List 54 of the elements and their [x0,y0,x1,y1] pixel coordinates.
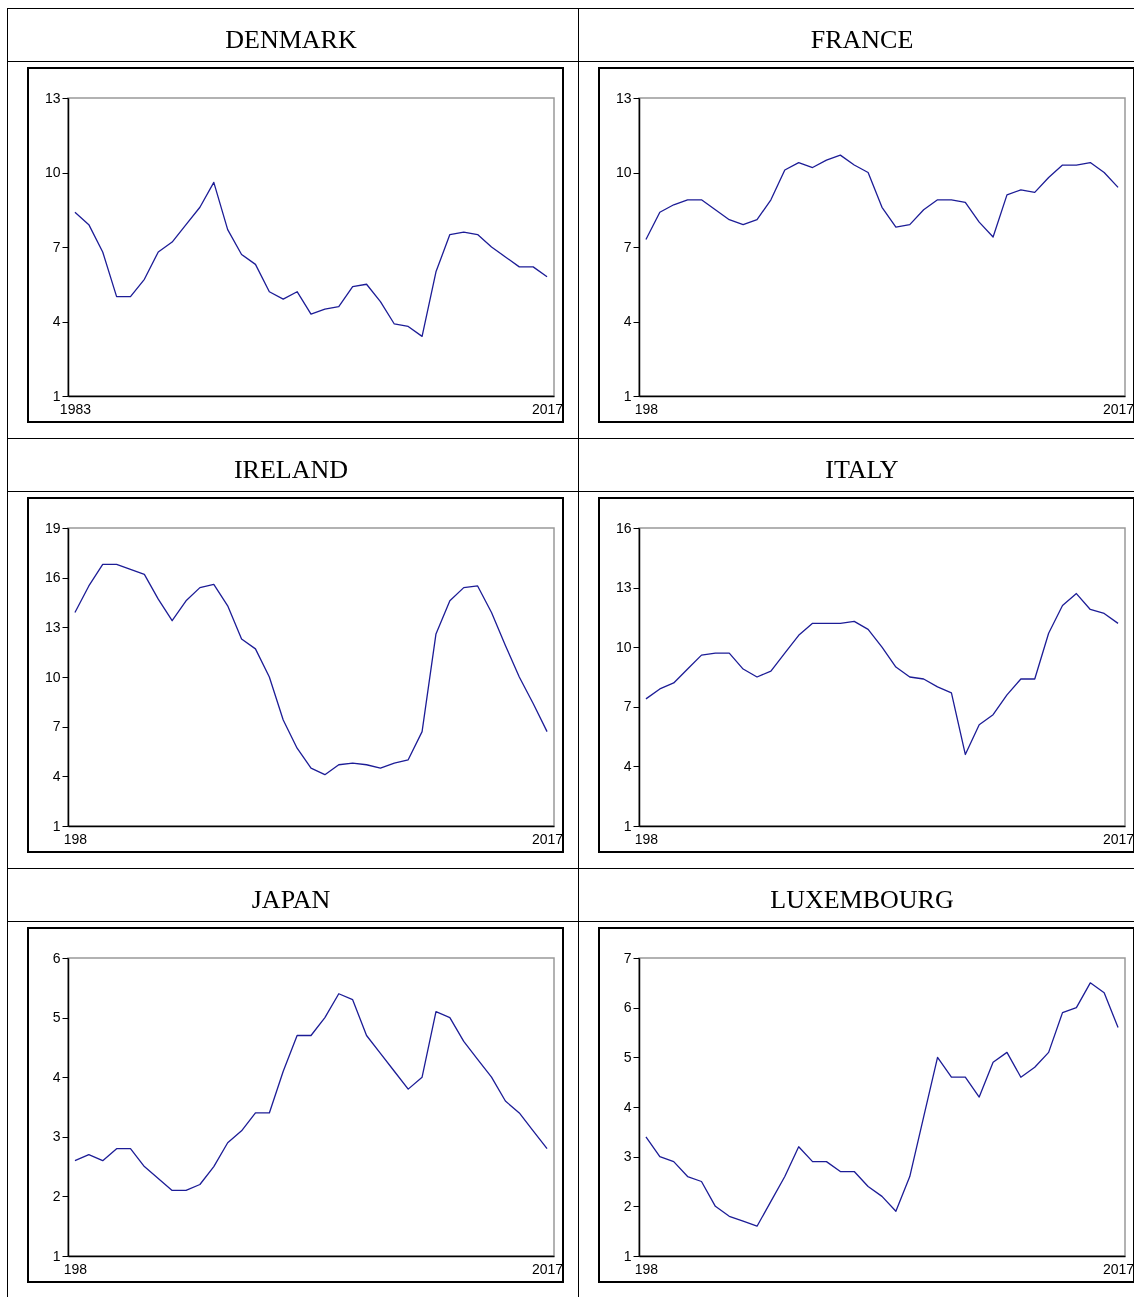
y-tick-label: 13 [615,579,632,596]
y-tick-label: 1 [623,387,632,404]
y-tick-label: 10 [44,164,61,180]
x-tick-label: 2017 [1102,1260,1134,1277]
x-tick-label: 198 [634,400,659,417]
chart-title: JAPAN [251,885,331,914]
x-tick-label: 198 [63,830,88,847]
y-tick-label: 4 [623,313,632,329]
y-tick-label: 3 [623,1148,632,1165]
chart-title: LUXEMBOURG [770,885,954,914]
y-tick-label: 10 [615,638,632,655]
x-tick-label: 2017 [531,400,564,417]
y-tick-label: 2 [623,1197,632,1214]
y-tick-label: 13 [44,618,61,635]
y-tick-label: 2 [52,1187,61,1204]
y-tick-label: 1 [623,1247,632,1264]
y-tick-label: 16 [615,519,632,536]
y-tick-label: 4 [52,313,61,329]
y-tick-label: 19 [44,519,61,536]
y-tick-label: 6 [623,999,632,1016]
y-tick-label: 5 [52,1009,61,1026]
y-tick-label: 7 [52,718,61,735]
chart-title: ITALY [825,455,899,484]
x-tick-label: 2017 [1102,830,1134,847]
y-tick-label: 4 [623,1098,632,1115]
y-tick-label: 7 [623,949,632,966]
x-tick-label: 198 [634,1260,659,1277]
x-tick-label: 2017 [1102,400,1134,417]
y-tick-label: 1 [52,817,61,834]
y-tick-label: 13 [615,89,632,106]
y-tick-label: 4 [623,757,632,774]
x-tick-label: 2017 [531,830,564,847]
y-tick-label: 1 [52,387,61,404]
y-tick-label: 4 [52,1068,61,1085]
x-tick-label: 1983 [59,400,92,417]
y-tick-label: 13 [44,89,61,106]
y-tick-label: 4 [52,767,61,784]
y-tick-label: 16 [44,569,61,586]
y-tick-label: 5 [623,1048,632,1065]
y-tick-label: 1 [623,817,632,834]
chart-title: FRANCE [810,25,914,54]
chart-title: DENMARK [225,25,357,54]
x-tick-label: 2017 [531,1260,564,1277]
y-tick-label: 7 [623,238,632,255]
x-tick-label: 198 [63,1260,88,1277]
y-tick-label: 1 [52,1247,61,1264]
x-tick-label: 198 [634,830,659,847]
y-tick-label: 10 [44,668,61,685]
y-tick-label: 10 [615,164,632,180]
y-tick-label: 7 [623,698,632,715]
y-tick-label: 3 [52,1128,61,1145]
chart-title: IRELAND [233,455,349,484]
y-tick-label: 7 [52,238,61,255]
y-tick-label: 6 [52,949,61,966]
